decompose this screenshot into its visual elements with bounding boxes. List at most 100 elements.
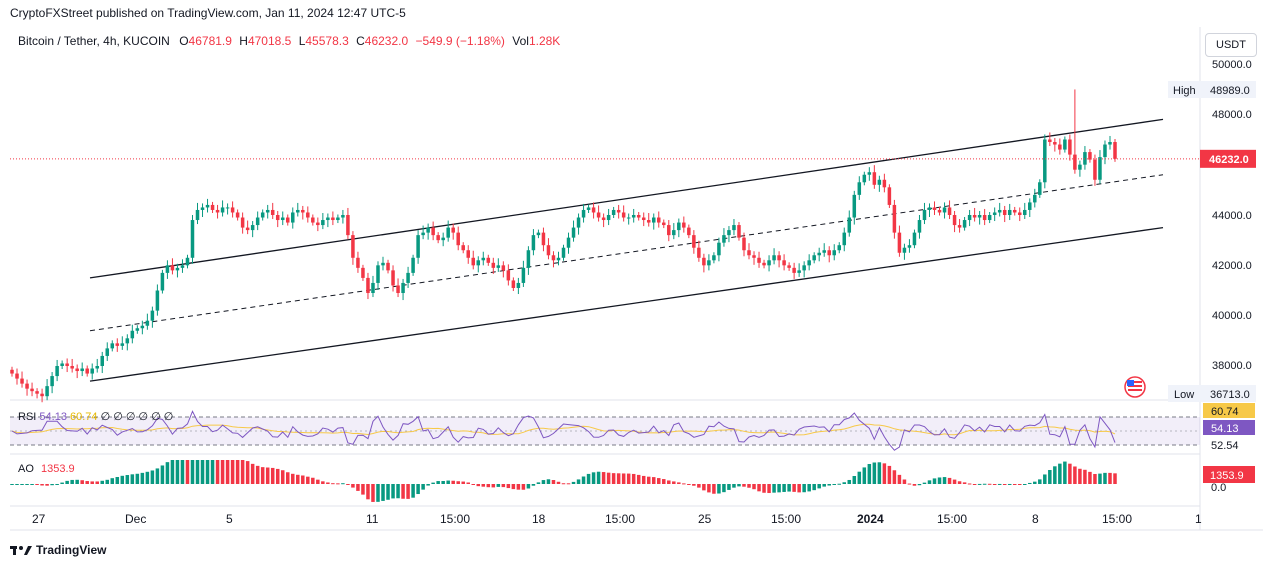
candle-body — [1048, 139, 1052, 143]
ao-bar — [140, 472, 145, 484]
ao-bar — [436, 481, 440, 484]
symbol-name[interactable]: Bitcoin / Tether, 4h, KUCOIN — [18, 34, 170, 48]
candle-body — [371, 282, 375, 294]
ao-bar — [105, 479, 110, 484]
rsi-legend[interactable]: RSI 54.13 60.74 ∅ ∅ ∅ ∅ ∅ ∅ — [18, 410, 173, 423]
candle-body — [426, 227, 430, 233]
price-tick: 44000.0 — [1212, 210, 1252, 222]
ao-bar — [180, 460, 185, 484]
candle-body — [366, 277, 370, 294]
candle-body — [997, 209, 1002, 213]
candle-body — [576, 217, 581, 228]
ao-bar — [581, 476, 586, 484]
candle-body — [571, 227, 576, 238]
candle-body — [802, 265, 806, 271]
candle-body — [1068, 139, 1072, 155]
candle-body — [341, 215, 345, 218]
candle-body — [626, 217, 631, 219]
ao-bar — [396, 484, 400, 499]
candle-body — [175, 267, 180, 271]
candle-body — [646, 220, 651, 223]
ao-bar — [586, 473, 591, 484]
ao-bar — [847, 479, 852, 484]
candle-body — [50, 376, 54, 387]
ao-bar — [160, 465, 165, 484]
ao-bar — [987, 483, 992, 485]
candle-body — [1028, 202, 1032, 210]
candle-body — [511, 280, 516, 288]
candle-body — [195, 209, 200, 221]
us-flag-icon[interactable] — [1124, 376, 1146, 398]
ao-bar — [501, 484, 506, 488]
candle-body — [702, 257, 706, 266]
ao-bar — [576, 479, 581, 484]
ao-bar — [667, 480, 671, 484]
low-tag-value: 36713.0 — [1210, 389, 1250, 401]
candle-body — [531, 235, 536, 251]
candle-body — [521, 267, 526, 283]
candle-body — [406, 272, 410, 283]
candle-body — [75, 368, 79, 372]
ao-bar — [957, 481, 962, 484]
candle-body — [411, 257, 415, 273]
currency-button[interactable]: USDT — [1205, 33, 1257, 57]
ao-bar — [1078, 468, 1082, 484]
candle-body — [145, 320, 150, 326]
price-pane[interactable] — [10, 57, 1200, 400]
candle-body — [225, 207, 230, 209]
ao-bar — [135, 473, 140, 484]
low-tag-label: Low — [1174, 389, 1194, 401]
candle-body — [1088, 152, 1092, 160]
price-tick: 38000.0 — [1212, 360, 1252, 372]
ao-bar — [245, 461, 250, 484]
ao-bar — [1043, 474, 1047, 484]
rsi-ma-tag — [1203, 403, 1255, 418]
candle-body — [812, 255, 816, 261]
channel-upper-line — [89, 118, 1164, 279]
ao-bar — [1098, 473, 1102, 484]
ao-bar — [45, 484, 49, 486]
candle-body — [376, 265, 380, 283]
low-label: L — [298, 34, 306, 48]
ao-bar — [446, 480, 450, 484]
ao-bar — [922, 482, 927, 484]
candle-body — [466, 250, 470, 258]
channel-lines[interactable] — [89, 118, 1164, 382]
ao-bar — [70, 479, 74, 484]
ao-bar — [692, 484, 696, 486]
candle-body — [346, 215, 350, 236]
candle-body — [611, 209, 616, 215]
ao-bar — [1028, 482, 1032, 484]
ao-bar — [50, 484, 54, 486]
ao-legend[interactable]: AO 1353.9 — [18, 463, 75, 475]
ao-bar — [907, 483, 912, 485]
ao-bar — [757, 484, 761, 492]
low-tag-bg — [1168, 385, 1200, 402]
ao-bar — [115, 476, 120, 484]
ao-bar — [812, 484, 816, 491]
ao-bar — [972, 484, 977, 485]
candle-body — [235, 212, 240, 218]
ao-bar — [210, 460, 215, 484]
candle-body — [15, 373, 19, 379]
channel-lower-line — [89, 226, 1164, 382]
ao-bar — [1048, 469, 1052, 484]
ao-bar — [636, 474, 641, 484]
candle-body — [912, 232, 917, 246]
candle-body — [45, 386, 49, 397]
ao-bar — [371, 484, 375, 502]
candle-body — [95, 366, 99, 369]
ao-bar — [280, 470, 285, 484]
rsi-ma-tag-text: 60.74 — [1211, 406, 1239, 418]
tradingview-logo[interactable]: TradingView — [10, 543, 106, 557]
candle-body — [60, 363, 64, 366]
candle-body — [516, 282, 521, 288]
brand-text: TradingView — [36, 543, 107, 557]
ao-bar — [802, 484, 806, 493]
candle-body — [20, 378, 24, 384]
ao-bar — [416, 484, 420, 495]
time-tick: 25 — [698, 512, 712, 526]
candle-body — [546, 245, 551, 256]
candle-body — [1103, 144, 1107, 158]
